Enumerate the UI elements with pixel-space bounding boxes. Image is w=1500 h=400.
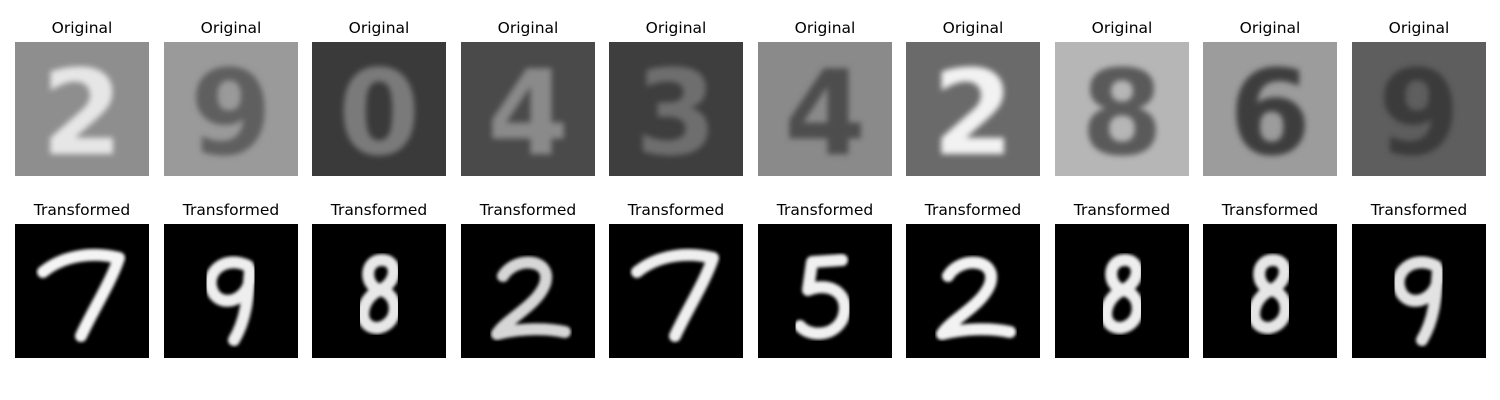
- transformed-digit-image: [312, 224, 446, 358]
- transformed-panel-title: Transformed: [182, 201, 280, 219]
- transformed-panel-title: Transformed: [924, 201, 1022, 219]
- transformed-panel-title: Transformed: [1370, 201, 1468, 219]
- digit-glyph: 3: [635, 44, 717, 176]
- original-panel-title: Original: [1388, 19, 1450, 37]
- original-digit-image: 2: [906, 42, 1040, 176]
- original-panel-title: Original: [794, 19, 856, 37]
- digit-glyph: 0: [338, 44, 420, 176]
- original-panel-title: Original: [645, 19, 707, 37]
- original-digit-image: 9: [164, 42, 298, 176]
- digit-stroke: [631, 248, 719, 342]
- digit-stroke: [1100, 254, 1144, 334]
- original-panel-title: Original: [200, 19, 262, 37]
- digit-stroke: [1392, 256, 1445, 346]
- transformed-panel-title: Transformed: [1221, 201, 1319, 219]
- transformed-panel-title: Transformed: [479, 201, 577, 219]
- digit-glyph: 9: [1378, 44, 1460, 176]
- transformed-digit-image: [609, 224, 743, 358]
- original-digit-image: 3: [609, 42, 743, 176]
- original-panel-title: Original: [497, 19, 559, 37]
- original-digit-image: 4: [461, 42, 595, 176]
- digit-glyph: 9: [190, 44, 272, 176]
- transformed-panel-title: Transformed: [330, 201, 428, 219]
- digit-stroke: [1248, 254, 1292, 334]
- digit-glyph: 2: [932, 44, 1014, 176]
- transformed-digit-image: [1352, 224, 1486, 358]
- digit-stroke: [936, 256, 1016, 340]
- original-panel-title: Original: [1091, 19, 1153, 37]
- transformed-digit-image: [758, 224, 892, 358]
- original-digit-image: 2: [15, 42, 149, 176]
- original-panel-title: Original: [348, 19, 410, 37]
- transformed-digit-image: [15, 224, 149, 358]
- original-digit-image: 9: [1352, 42, 1486, 176]
- transformed-panel-title: Transformed: [33, 201, 131, 219]
- digit-stroke: [794, 254, 851, 340]
- transformed-panel-title: Transformed: [1073, 201, 1171, 219]
- digit-stroke: [204, 256, 257, 346]
- transformed-digit-image: [461, 224, 595, 358]
- original-digit-image: 4: [758, 42, 892, 176]
- digit-glyph: 8: [1081, 44, 1163, 176]
- original-digit-image: 6: [1203, 42, 1337, 176]
- digit-glyph: 2: [41, 44, 123, 176]
- digit-glyph: 4: [784, 44, 866, 176]
- transformed-digit-image: [1203, 224, 1337, 358]
- original-panel-title: Original: [942, 19, 1004, 37]
- transformed-panel-title: Transformed: [627, 201, 725, 219]
- digit-stroke: [357, 254, 401, 334]
- transformed-digit-image: [1055, 224, 1189, 358]
- transformed-panel-title: Transformed: [776, 201, 874, 219]
- original-panel-title: Original: [51, 19, 113, 37]
- transformed-digit-image: [164, 224, 298, 358]
- digit-stroke: [37, 248, 125, 342]
- digit-glyph: 4: [487, 44, 569, 176]
- transformed-digit-image: [906, 224, 1040, 358]
- original-digit-image: 8: [1055, 42, 1189, 176]
- original-digit-image: 0: [312, 42, 446, 176]
- digit-glyph: 6: [1229, 44, 1311, 176]
- digit-stroke: [491, 256, 571, 340]
- original-panel-title: Original: [1239, 19, 1301, 37]
